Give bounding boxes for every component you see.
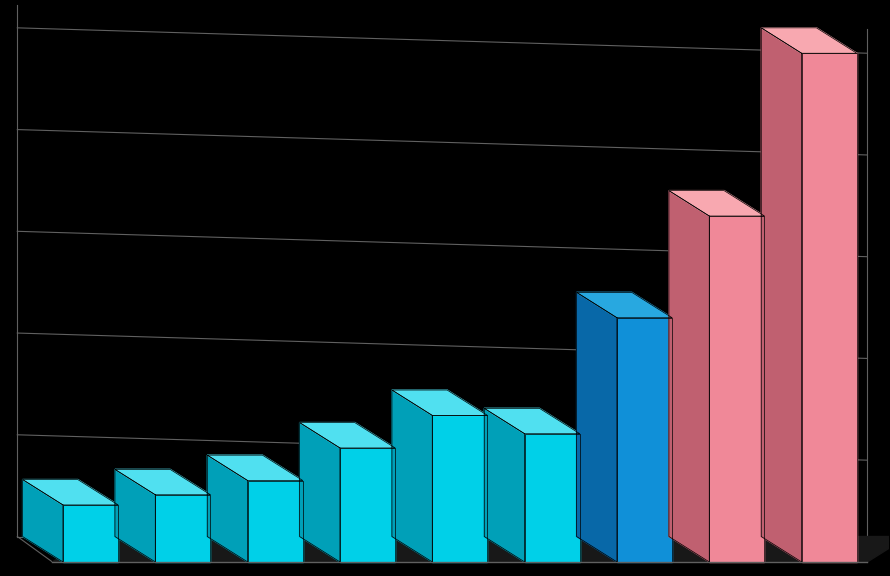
Polygon shape xyxy=(617,318,672,562)
Polygon shape xyxy=(761,28,802,562)
Polygon shape xyxy=(53,536,890,562)
Polygon shape xyxy=(669,191,709,562)
Polygon shape xyxy=(207,455,247,562)
Polygon shape xyxy=(392,390,488,415)
Polygon shape xyxy=(484,408,524,562)
Polygon shape xyxy=(207,455,303,480)
Polygon shape xyxy=(433,415,488,562)
Polygon shape xyxy=(709,216,765,562)
Polygon shape xyxy=(524,434,579,562)
Polygon shape xyxy=(22,480,118,505)
Polygon shape xyxy=(247,480,303,562)
Polygon shape xyxy=(802,53,857,562)
Polygon shape xyxy=(300,423,340,562)
Polygon shape xyxy=(115,469,155,562)
Polygon shape xyxy=(761,28,857,53)
Polygon shape xyxy=(115,469,210,495)
Polygon shape xyxy=(63,505,118,562)
Polygon shape xyxy=(484,408,579,434)
Polygon shape xyxy=(577,293,617,562)
Polygon shape xyxy=(392,390,433,562)
Polygon shape xyxy=(300,423,395,448)
Polygon shape xyxy=(669,191,765,216)
Polygon shape xyxy=(577,293,672,318)
Polygon shape xyxy=(22,480,63,562)
Polygon shape xyxy=(155,495,210,562)
Polygon shape xyxy=(340,448,395,562)
